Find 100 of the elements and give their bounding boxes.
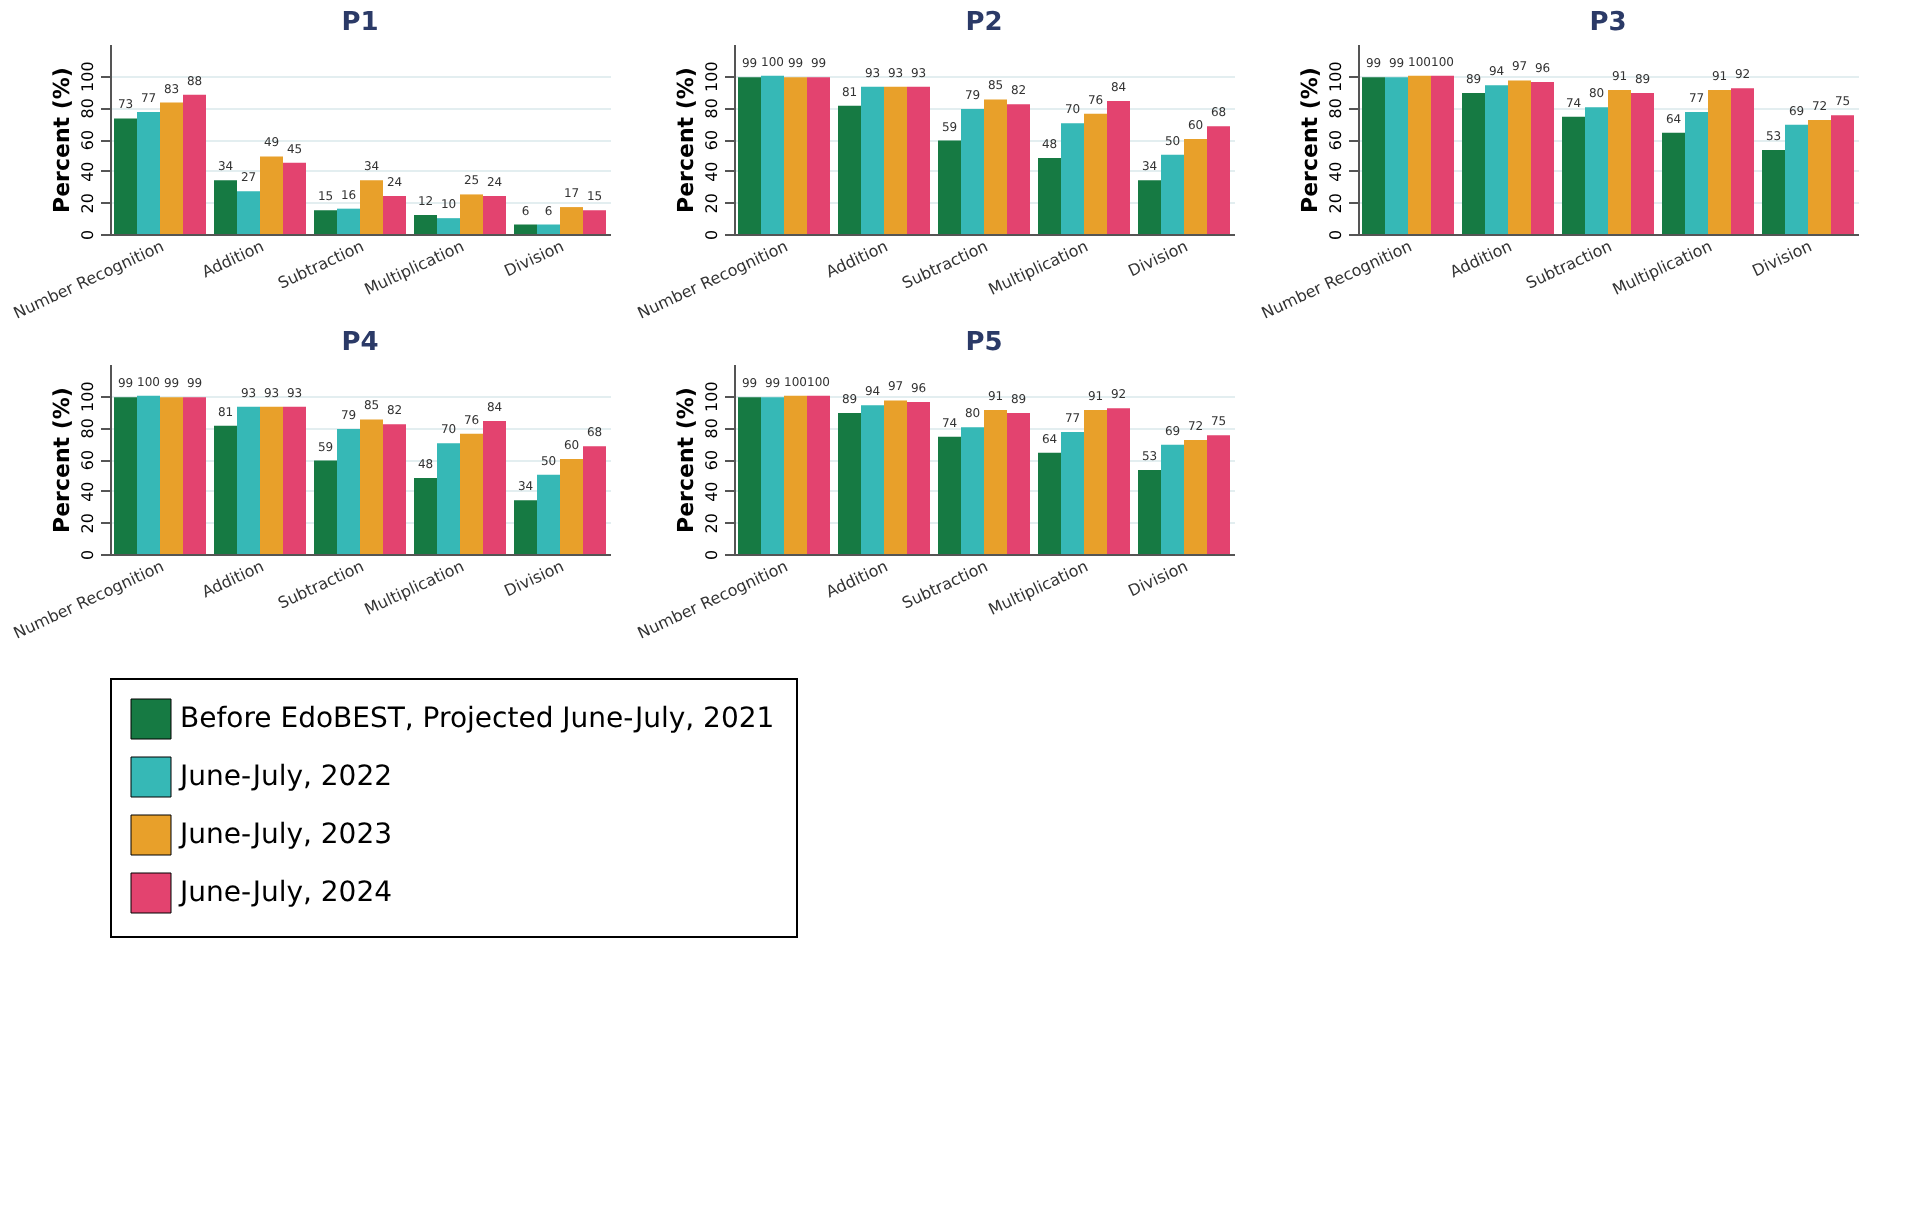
bar [1762, 150, 1785, 234]
bar [460, 194, 483, 234]
y-tick-label: 20 [703, 513, 721, 534]
bar [1485, 85, 1508, 234]
bar [237, 406, 260, 554]
y-tick-label: 60 [703, 449, 721, 471]
legend-label: June-July, 2022 [178, 761, 393, 793]
bar [1608, 89, 1631, 234]
y-tick-label: 100 [1327, 61, 1345, 92]
bar [1562, 116, 1585, 234]
bar [1708, 89, 1731, 234]
bar [514, 500, 537, 554]
y-tick-label: 80 [703, 418, 721, 439]
bar [337, 428, 360, 554]
chart-title: P4 [341, 328, 379, 358]
y-tick-label: 0 [79, 229, 97, 241]
y-tick-label: 20 [1327, 193, 1345, 214]
bar [1808, 120, 1831, 234]
bar [1462, 93, 1485, 234]
bar [483, 196, 506, 234]
bar [260, 406, 283, 554]
bar [1084, 113, 1107, 234]
bar [483, 421, 506, 554]
y-tick-label: 0 [1327, 229, 1345, 241]
y-tick-label: 100 [79, 381, 97, 412]
y-tick-label: 40 [1327, 161, 1345, 182]
bar [761, 75, 784, 234]
y-tick-label: 100 [79, 61, 97, 92]
bar [761, 397, 784, 554]
bar [583, 446, 606, 554]
bar [514, 224, 537, 234]
bar [938, 140, 961, 234]
legend-label: June-July, 2024 [178, 877, 393, 909]
bar [314, 210, 337, 234]
bar [961, 427, 984, 554]
bar [1107, 101, 1130, 234]
bar [1431, 75, 1454, 234]
bar [160, 102, 183, 234]
bar [1084, 409, 1107, 554]
bar [1138, 180, 1161, 234]
bar [460, 433, 483, 554]
y-axis-title: Percent (%) [49, 67, 75, 213]
y-tick-label: 40 [703, 161, 721, 182]
bar [337, 208, 360, 234]
bar [214, 425, 237, 554]
bar [984, 99, 1007, 234]
bar [360, 180, 383, 234]
bar [1184, 440, 1207, 554]
bar [214, 180, 237, 234]
bar [838, 105, 861, 234]
bar [961, 108, 984, 234]
bar [237, 191, 260, 234]
bar [1184, 139, 1207, 234]
bar [360, 419, 383, 554]
chart-title: P5 [965, 328, 1003, 358]
y-tick-label: 40 [79, 481, 97, 502]
bar [160, 397, 183, 554]
y-axis-title: Percent (%) [49, 387, 75, 533]
bar [938, 436, 961, 554]
bar [1685, 112, 1708, 234]
y-tick-label: 60 [1327, 129, 1345, 151]
bar [738, 397, 761, 554]
y-tick-label: 0 [703, 229, 721, 241]
bar [984, 409, 1007, 554]
bar [114, 397, 137, 554]
bar [1007, 104, 1030, 234]
bar [861, 405, 884, 554]
bar [560, 207, 583, 234]
bar [583, 210, 606, 234]
y-tick-label: 20 [79, 193, 97, 214]
bar [283, 162, 306, 234]
y-tick-label: 0 [79, 549, 97, 561]
bar [1038, 158, 1061, 234]
y-tick-label: 80 [79, 98, 97, 119]
bar [1161, 154, 1184, 234]
bar [784, 395, 807, 554]
bar [1038, 452, 1061, 554]
y-tick-label: 20 [79, 513, 97, 534]
bar [1061, 432, 1084, 554]
bar [784, 77, 807, 234]
bar [1207, 435, 1230, 554]
y-tick-label: 80 [79, 418, 97, 439]
bar [1662, 132, 1685, 234]
chart-title: P3 [1589, 8, 1627, 38]
bar [884, 86, 907, 234]
y-tick-label: 80 [703, 98, 721, 119]
y-axis-title: Percent (%) [673, 67, 699, 213]
bar [884, 400, 907, 554]
bar [1138, 470, 1161, 554]
bar [260, 156, 283, 234]
y-tick-label: 40 [79, 161, 97, 182]
bar [1408, 75, 1431, 234]
bar [183, 397, 206, 554]
bar [437, 218, 460, 234]
chart-title: P2 [965, 8, 1003, 38]
bar [1785, 124, 1808, 234]
bar [807, 77, 830, 234]
bar [414, 478, 437, 554]
y-tick-label: 60 [79, 449, 97, 471]
bar [1831, 115, 1854, 234]
